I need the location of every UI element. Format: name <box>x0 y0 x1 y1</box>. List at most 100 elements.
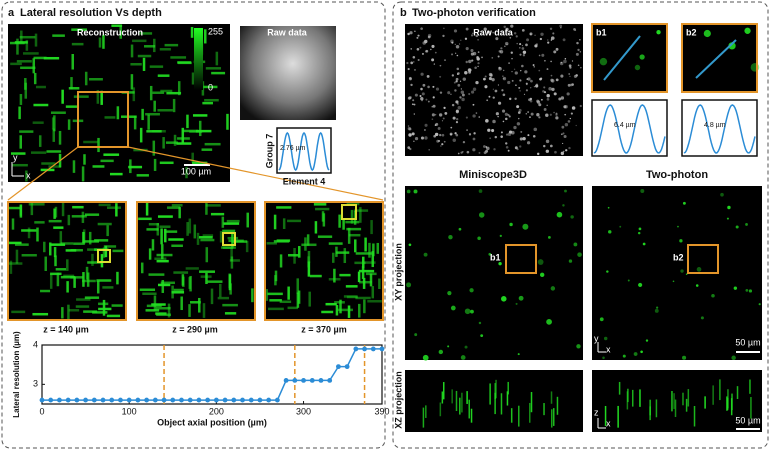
image-texture <box>703 29 711 38</box>
image-texture <box>551 87 555 92</box>
image-texture <box>711 293 715 298</box>
image-texture <box>325 302 337 306</box>
image-texture <box>70 248 83 252</box>
image-texture <box>560 96 565 100</box>
image-texture <box>470 49 474 53</box>
image-texture <box>176 142 192 145</box>
image-texture <box>553 92 557 96</box>
image-texture <box>508 62 510 64</box>
image-texture <box>167 303 171 318</box>
image-texture <box>173 134 177 146</box>
image-texture <box>550 60 552 63</box>
image-texture <box>287 286 290 300</box>
image-texture <box>502 109 506 113</box>
image-texture <box>484 85 488 89</box>
image-texture <box>497 115 499 118</box>
box <box>341 204 357 220</box>
image-texture <box>314 221 318 234</box>
box <box>77 91 129 148</box>
image-texture <box>618 381 621 395</box>
image-texture <box>537 259 544 265</box>
image-texture <box>336 251 350 254</box>
image-texture <box>464 71 468 75</box>
image-texture <box>549 27 553 30</box>
image-texture <box>438 349 444 355</box>
image-texture <box>638 282 643 288</box>
image-texture <box>157 283 171 287</box>
row-title: XZ projection <box>393 371 403 429</box>
image-texture <box>631 389 634 407</box>
image-texture <box>424 136 428 140</box>
image-texture <box>230 256 234 269</box>
image-texture <box>518 86 521 89</box>
image-texture <box>75 305 90 308</box>
image-texture <box>317 235 333 238</box>
image-texture <box>30 202 34 216</box>
image-texture <box>378 278 381 289</box>
image-texture <box>413 189 418 194</box>
data-point <box>152 397 158 403</box>
data-point <box>187 397 193 403</box>
image-texture <box>455 133 459 137</box>
image-texture <box>177 61 192 64</box>
image-texture <box>72 205 84 209</box>
box <box>264 201 384 321</box>
image-texture <box>536 152 540 156</box>
image-texture <box>546 104 548 107</box>
image-texture <box>464 37 468 40</box>
image-texture <box>550 36 555 40</box>
image-texture <box>480 334 484 338</box>
image-texture <box>157 74 170 77</box>
image-texture <box>83 310 98 313</box>
axis-label: z <box>594 407 599 417</box>
image-texture <box>672 280 675 283</box>
image-texture <box>580 66 582 69</box>
data-point <box>248 397 254 403</box>
image-texture <box>748 289 753 293</box>
image-texture <box>192 161 208 165</box>
image-texture <box>92 311 108 314</box>
image-texture <box>679 239 683 243</box>
image-texture <box>409 147 412 151</box>
image-texture <box>427 85 430 89</box>
image-texture <box>579 51 582 53</box>
image-texture <box>321 211 325 222</box>
image-texture <box>502 76 507 81</box>
image-texture <box>139 288 156 292</box>
image-texture <box>353 209 369 212</box>
image-texture <box>459 80 462 82</box>
image-texture <box>492 96 495 99</box>
image-texture <box>49 243 66 246</box>
image-texture <box>566 92 570 96</box>
image-texture <box>182 129 199 133</box>
image-texture <box>61 202 65 217</box>
image-texture <box>10 152 26 155</box>
image-texture <box>671 390 673 412</box>
image-texture <box>19 205 23 216</box>
image-texture <box>181 127 185 144</box>
image-texture <box>53 226 64 229</box>
image-texture <box>547 41 550 44</box>
image-texture <box>599 317 604 322</box>
image-texture <box>472 114 476 118</box>
image-texture <box>10 62 22 66</box>
image <box>592 370 762 432</box>
image-texture <box>164 43 179 47</box>
image-texture <box>422 41 426 45</box>
image-texture <box>478 212 485 218</box>
image-texture <box>96 279 112 282</box>
image-texture <box>190 27 194 38</box>
image-texture <box>559 24 563 28</box>
image-texture <box>532 134 536 138</box>
image-texture <box>493 148 496 151</box>
image-texture <box>171 291 185 294</box>
image-texture <box>518 295 524 301</box>
image-texture <box>500 131 503 134</box>
image-texture <box>733 286 738 290</box>
image-texture <box>422 83 426 87</box>
image-texture <box>577 64 580 67</box>
image-texture <box>414 30 416 32</box>
image-texture <box>516 42 518 45</box>
image-texture <box>129 159 132 174</box>
image-texture <box>48 219 62 223</box>
